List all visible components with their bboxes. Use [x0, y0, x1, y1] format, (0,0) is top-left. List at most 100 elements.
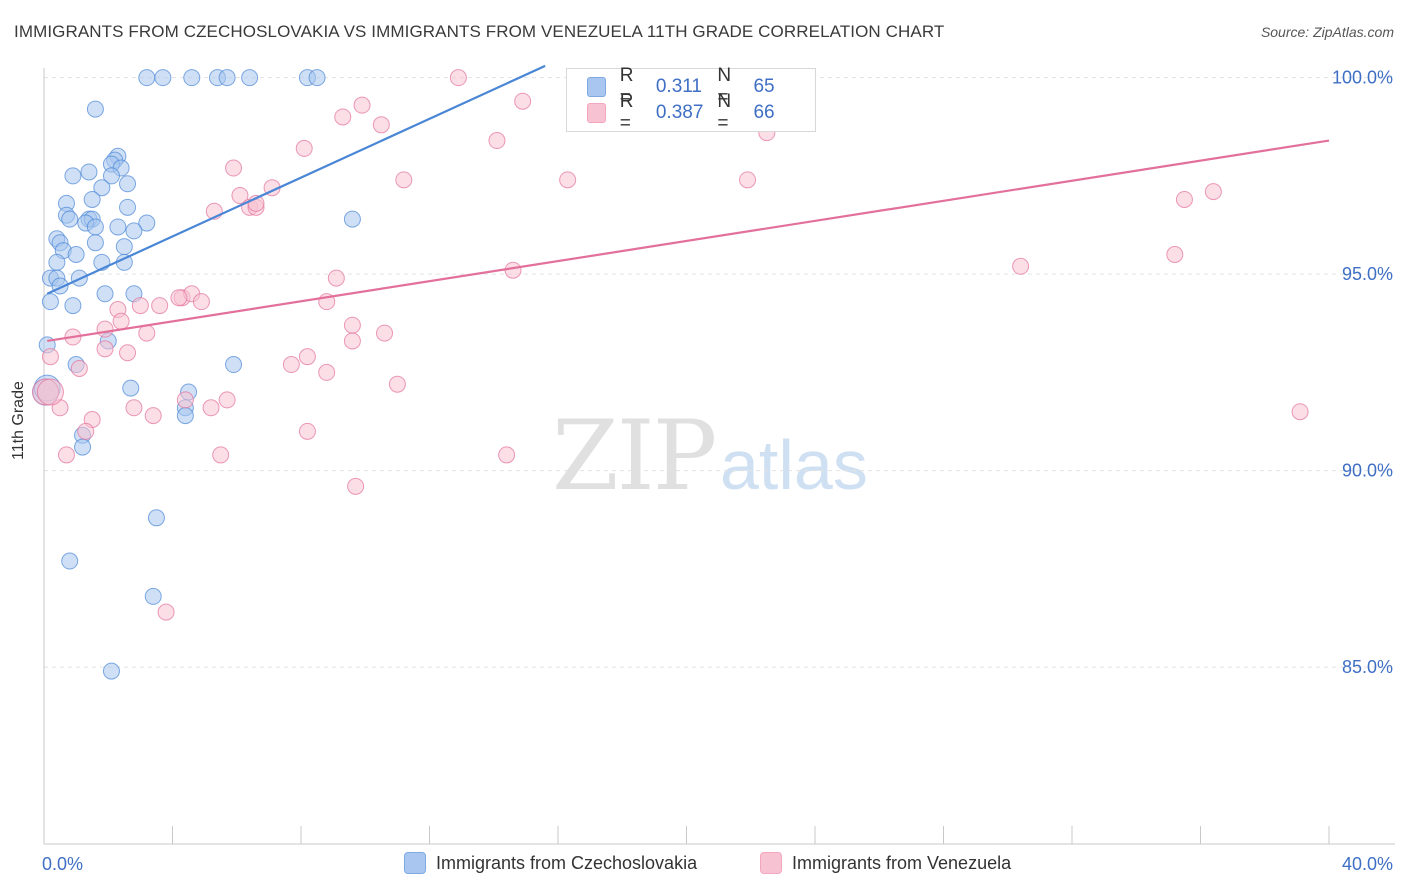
- point-czechoslovakia: [48, 253, 66, 271]
- series-legend: Immigrants from Czechoslovakia Immigrant…: [0, 852, 1406, 878]
- point-venezuela: [151, 297, 169, 315]
- point-venezuela: [559, 171, 577, 189]
- point-czechoslovakia: [119, 198, 137, 216]
- legend-n-value: 65: [753, 76, 775, 97]
- legend-n-label: N =: [717, 91, 732, 134]
- point-czechoslovakia: [154, 69, 172, 87]
- legend-swatch-venezuela: [587, 103, 606, 123]
- point-czechoslovakia: [125, 222, 143, 240]
- point-venezuela: [231, 187, 249, 205]
- tick-labels: 85.0% 90.0% 95.0% 100.0% 0.0% 40.0%: [42, 68, 1393, 874]
- point-czechoslovakia: [96, 285, 114, 303]
- point-venezuela: [334, 108, 352, 126]
- point-venezuela: [353, 96, 371, 114]
- legend-swatch-venezuela: [760, 852, 782, 874]
- point-venezuela: [57, 446, 75, 464]
- point-czechoslovakia: [41, 293, 59, 311]
- trend-line-venezuela: [47, 139, 1330, 343]
- point-czechoslovakia: [119, 175, 137, 193]
- point-venezuela: [449, 69, 467, 87]
- point-czechoslovakia: [102, 662, 120, 680]
- legend-row-czechoslovakia: R = 0.311 N = 65: [587, 65, 815, 108]
- point-czechoslovakia: [225, 356, 243, 374]
- legend-swatch-czechoslovakia: [587, 77, 606, 97]
- correlation-legend: R = 0.311 N = 65 R = 0.387 N = 66: [566, 65, 816, 134]
- trend-lines: [46, 64, 1330, 343]
- point-venezuela: [395, 171, 413, 189]
- point-czechoslovakia: [147, 509, 165, 527]
- point-czechoslovakia: [218, 69, 236, 87]
- point-venezuela: [70, 359, 88, 377]
- point-venezuela: [1012, 257, 1030, 275]
- x-tick-label-max: 40.0%: [1342, 854, 1393, 874]
- legend-n-label: N =: [717, 65, 732, 108]
- watermark-zip: ZIP: [552, 400, 717, 512]
- point-venezuela: [218, 391, 236, 409]
- point-venezuela: [739, 171, 757, 189]
- point-venezuela: [388, 375, 406, 393]
- point-venezuela: [347, 477, 365, 495]
- point-venezuela: [327, 269, 345, 287]
- point-venezuela: [295, 139, 313, 157]
- point-venezuela: [176, 391, 194, 409]
- point-venezuela: [298, 422, 316, 440]
- legend-n-value: 66: [753, 102, 775, 123]
- point-venezuela: [343, 316, 361, 334]
- point-venezuela: [36, 378, 64, 406]
- point-venezuela: [514, 92, 532, 110]
- point-czechoslovakia: [86, 218, 104, 236]
- point-czechoslovakia: [86, 234, 104, 252]
- gridlines: [44, 77, 1395, 668]
- point-venezuela: [225, 159, 243, 177]
- x-tick-label-min: 0.0%: [42, 854, 83, 874]
- point-czechoslovakia: [308, 69, 326, 87]
- source-label: Source: ZipAtlas.com: [1260, 24, 1394, 40]
- legend-r-label: R =: [619, 65, 634, 108]
- point-venezuela: [112, 312, 130, 330]
- point-venezuela: [1175, 190, 1193, 208]
- chart-title: IMMIGRANTS FROM CZECHOSLOVAKIA VS IMMIGR…: [14, 22, 945, 41]
- point-venezuela: [144, 407, 162, 425]
- legend-swatch-czechoslovakia: [404, 852, 426, 874]
- point-venezuela: [1291, 403, 1309, 421]
- point-venezuela: [1166, 246, 1184, 263]
- series-venezuela-points: [32, 69, 1309, 621]
- point-venezuela: [96, 340, 114, 358]
- point-venezuela: [170, 289, 188, 307]
- point-czechoslovakia: [343, 210, 361, 228]
- point-venezuela: [96, 320, 114, 338]
- point-venezuela: [504, 261, 522, 279]
- point-venezuela: [282, 356, 300, 374]
- legend-label-venezuela: Immigrants from Venezuela: [792, 852, 1012, 873]
- point-venezuela: [119, 344, 137, 362]
- point-czechoslovakia: [67, 246, 85, 263]
- point-venezuela: [202, 399, 220, 417]
- point-venezuela: [343, 332, 361, 350]
- point-czechoslovakia: [115, 238, 133, 256]
- point-venezuela: [372, 116, 390, 134]
- point-czechoslovakia: [122, 379, 140, 397]
- point-venezuela: [41, 348, 59, 366]
- legend-label-czechoslovakia: Immigrants from Czechoslovakia: [436, 852, 698, 873]
- point-venezuela: [138, 324, 156, 342]
- point-czechoslovakia: [183, 69, 201, 87]
- point-czechoslovakia: [64, 297, 82, 315]
- point-venezuela: [376, 324, 394, 342]
- point-venezuela: [1204, 183, 1222, 201]
- point-czechoslovakia: [176, 407, 194, 425]
- point-czechoslovakia: [138, 69, 156, 87]
- point-czechoslovakia: [241, 69, 259, 87]
- point-czechoslovakia: [74, 438, 92, 456]
- point-venezuela: [298, 348, 316, 366]
- point-venezuela: [77, 422, 95, 440]
- legend-item-venezuela[interactable]: Immigrants from Venezuela: [760, 852, 1011, 874]
- point-czechoslovakia: [86, 100, 104, 118]
- legend-item-czechoslovakia[interactable]: Immigrants from Czechoslovakia: [404, 852, 697, 874]
- y-tick-label: 95.0%: [1342, 264, 1393, 284]
- point-venezuela: [498, 446, 516, 464]
- y-axis-label: 11th Grade: [10, 381, 27, 460]
- point-venezuela: [488, 132, 506, 150]
- watermark-atlas: atlas: [720, 426, 868, 504]
- point-czechoslovakia: [102, 167, 120, 185]
